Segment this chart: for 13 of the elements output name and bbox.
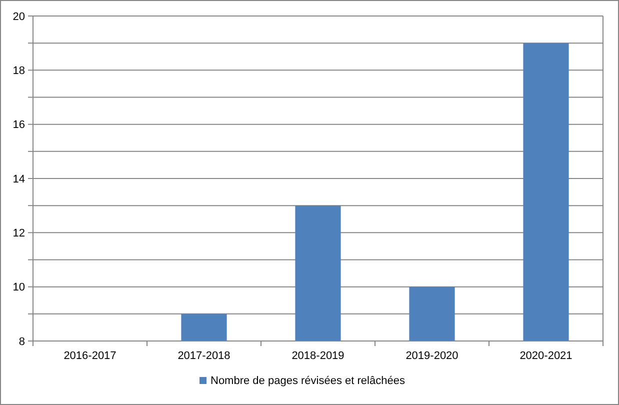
y-tick-label: 16 [12,119,25,132]
legend-label: Nombre de pages révisées et relâchées [210,375,406,387]
x-tick-label: 2019-2020 [406,350,458,362]
y-tick-label: 14 [12,173,25,186]
y-tick-label: 12 [12,228,25,240]
y-tick-label: 18 [12,65,25,78]
y-tick-label: 10 [12,282,25,294]
x-tick-label: 2017-2018 [178,350,230,362]
y-tick-label: 8 [18,336,25,348]
x-tick-label: 2020-2021 [520,350,572,362]
x-tick-label: 2018-2019 [292,350,344,362]
x-tick-label: 2016-2017 [64,350,116,362]
y-tick-label: 20 [12,10,25,23]
